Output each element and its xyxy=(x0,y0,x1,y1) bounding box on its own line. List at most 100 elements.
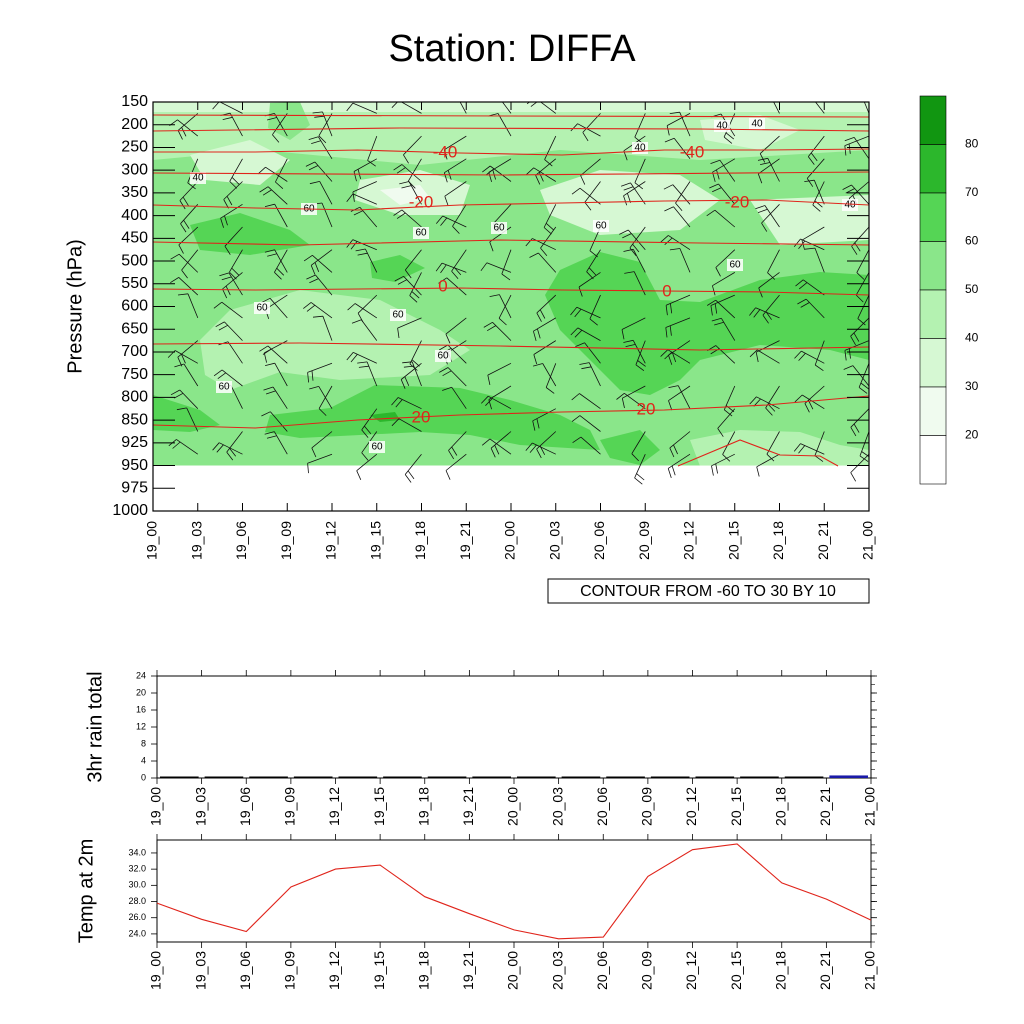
rain-bar xyxy=(829,775,868,778)
x-tick-label: 19_06 xyxy=(233,521,249,560)
wind-barb xyxy=(710,294,735,316)
wind-barb xyxy=(621,317,646,340)
wind-barb xyxy=(402,361,422,387)
rain-bar xyxy=(427,776,467,778)
rh-contour-label: 40 xyxy=(634,143,646,154)
x-tick-label: 21_00 xyxy=(860,521,876,560)
wind-barb xyxy=(346,352,377,364)
contour-info-box xyxy=(547,578,870,604)
wind-barb xyxy=(489,226,512,252)
isotherm-line xyxy=(153,199,869,211)
wind-barb xyxy=(229,158,243,189)
y-tick-label: 925 xyxy=(121,434,148,451)
wind-barb xyxy=(758,272,780,298)
contour-label-bg xyxy=(413,227,429,239)
y-tick-label: 20 xyxy=(136,687,146,697)
x-tick-label: 19_03 xyxy=(192,787,208,826)
wind-barb xyxy=(545,363,557,394)
wind-barb xyxy=(664,137,691,160)
wind-barb xyxy=(435,262,467,274)
x-tick-label: 20_03 xyxy=(546,521,562,560)
y-tick-label: 30.0 xyxy=(128,880,146,890)
rain-bar xyxy=(472,776,511,778)
y-tick-label: 8 xyxy=(141,738,146,748)
colorbar-box xyxy=(919,338,947,388)
wind-barb xyxy=(844,137,869,160)
wind-barb xyxy=(352,181,377,202)
isotherm-label: -40 xyxy=(433,142,458,161)
wind-barb xyxy=(629,226,646,256)
y-tick-label: 1000 xyxy=(112,502,148,519)
wind-barb xyxy=(794,350,825,364)
wind-barb xyxy=(187,158,199,190)
wind-barb xyxy=(481,395,512,410)
wind-barb xyxy=(263,386,288,409)
rh-contour-label: 60 xyxy=(437,351,449,362)
x-tick-label: 19_12 xyxy=(326,951,342,990)
wind-barb xyxy=(220,203,243,228)
wind-barb xyxy=(178,226,199,254)
isotherm-line xyxy=(153,114,869,118)
wind-barb xyxy=(579,362,601,387)
x-tick-label: 20_09 xyxy=(639,787,655,826)
x-tick-label: 19_15 xyxy=(371,787,387,826)
humidity-region xyxy=(268,102,310,140)
y-tick-label: 800 xyxy=(121,389,148,406)
contour-panel: 40 40 40 40 40 60 60 60 60 60 60 60 60 60 60 -40 -40 -20 -… xyxy=(64,93,979,604)
y-tick-label: 850 xyxy=(121,411,148,428)
x-tick-label: 19_06 xyxy=(237,787,253,826)
x-tick-label: 19_18 xyxy=(415,951,431,990)
y-tick-label: 150 xyxy=(121,93,148,110)
wind-barb xyxy=(308,136,333,160)
x-tick-label: 20_00 xyxy=(502,521,518,560)
isotherm-line xyxy=(153,127,869,132)
wind-barb xyxy=(307,362,333,383)
wind-barb xyxy=(310,249,333,275)
wind-barb xyxy=(756,453,780,477)
wind-barb xyxy=(265,362,288,387)
wind-barb xyxy=(570,306,601,319)
wind-barb xyxy=(757,158,780,184)
contour-label-bg xyxy=(254,302,270,314)
wind-barb xyxy=(711,453,735,476)
wind-barb xyxy=(444,181,467,206)
colorbar-box xyxy=(919,192,947,242)
humidity-region xyxy=(545,252,869,395)
x-tick-label: 20_15 xyxy=(728,787,744,826)
x-tick-label: 20_21 xyxy=(817,951,833,990)
wind-barb xyxy=(306,274,333,296)
x-tick-label: 19_03 xyxy=(188,521,204,560)
isotherm-line xyxy=(677,439,839,467)
wind-barb xyxy=(264,431,288,455)
y-tick-label: 350 xyxy=(121,184,148,201)
wind-barb xyxy=(575,342,601,364)
wind-barb xyxy=(309,386,333,409)
wind-barb xyxy=(858,363,869,394)
wind-barb xyxy=(806,158,825,187)
colorbar-label: 80 xyxy=(965,137,979,151)
wind-barb xyxy=(619,229,646,250)
x-tick-label: 20_09 xyxy=(639,951,655,990)
wind-barb xyxy=(391,102,422,114)
isotherm-line xyxy=(153,287,869,296)
wind-barb xyxy=(452,204,467,234)
x-tick-label: 19_21 xyxy=(460,787,476,826)
wind-barb xyxy=(179,181,199,210)
wind-barb xyxy=(532,363,557,387)
y-tick-label: 450 xyxy=(121,230,148,247)
wind-barb xyxy=(620,182,646,205)
wind-barb xyxy=(400,362,422,389)
rain-bar xyxy=(561,776,601,778)
wind-barb xyxy=(170,253,199,273)
wind-barb xyxy=(571,415,601,432)
wind-barb xyxy=(346,102,377,114)
wind-barb xyxy=(584,181,601,211)
wind-barb xyxy=(170,389,199,409)
wind-barb xyxy=(391,397,422,410)
wind-barb xyxy=(535,158,557,185)
wind-barb xyxy=(804,247,825,273)
wind-barb xyxy=(526,102,557,114)
isotherm-label: -20 xyxy=(409,192,434,211)
rain-bar xyxy=(338,776,378,778)
colorbar-label: 40 xyxy=(965,331,979,345)
